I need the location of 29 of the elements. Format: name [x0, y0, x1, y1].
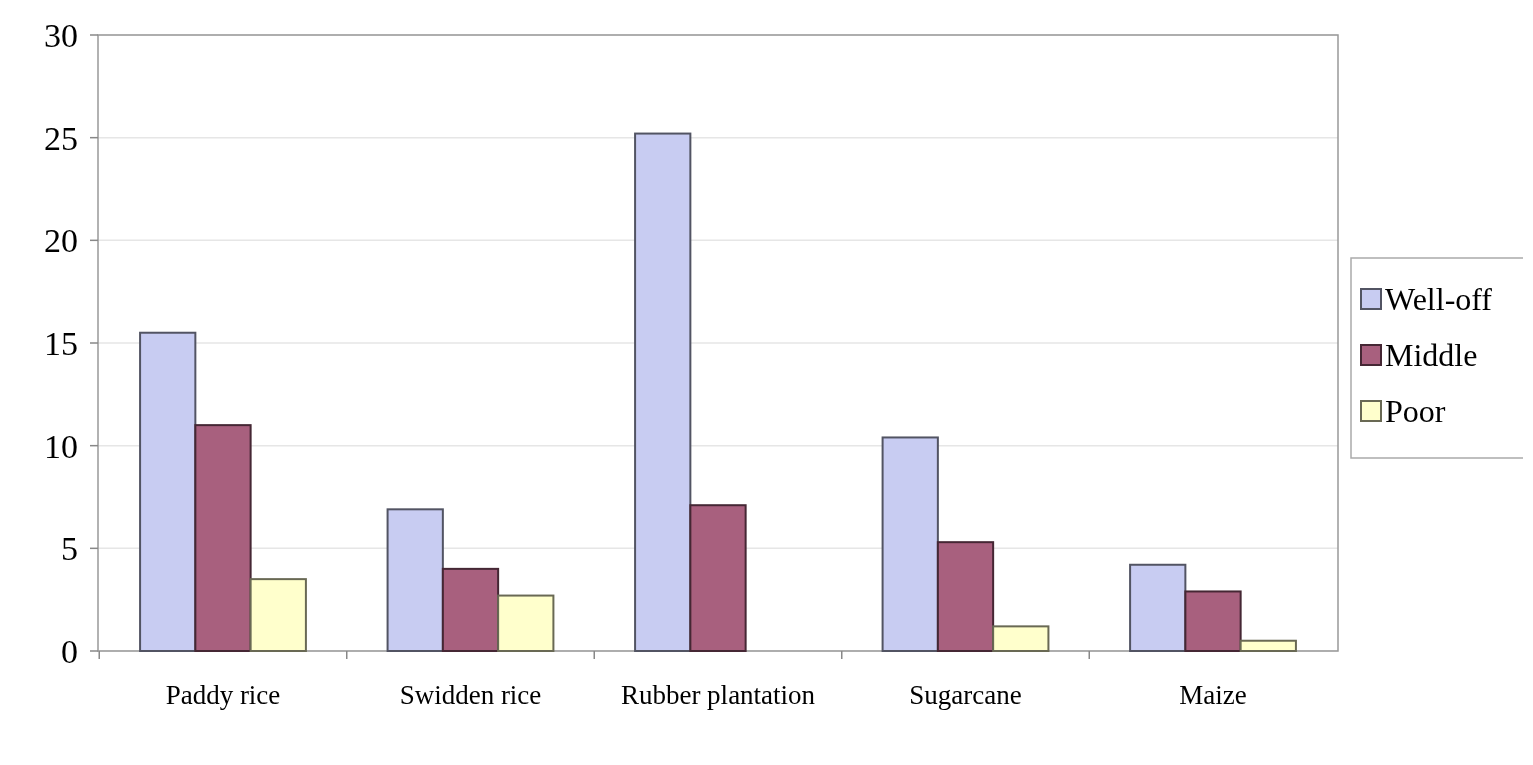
x-tick-label: Sugarcane — [909, 680, 1022, 710]
bar — [1129, 563, 1187, 652]
bar — [689, 504, 747, 652]
bar — [1184, 590, 1242, 652]
bar — [992, 625, 1050, 652]
y-tick-label: 20 — [44, 222, 78, 260]
bar — [139, 331, 197, 652]
y-tick-label: 5 — [61, 530, 78, 568]
bar — [881, 436, 939, 652]
x-tick-label: Rubber plantation — [620, 680, 816, 710]
y-tick-label: 15 — [44, 324, 78, 362]
bar — [497, 594, 555, 652]
y-tick-label: 10 — [44, 427, 78, 465]
legend-label: Middle — [1385, 337, 1478, 374]
x-tick-label: Swidden rice — [399, 680, 542, 710]
legend-label: Poor — [1385, 393, 1446, 430]
y-tick-label: 30 — [44, 16, 78, 54]
bar — [194, 424, 252, 652]
legend-label: Well-off — [1385, 281, 1493, 318]
x-tick-label: Paddy rice — [165, 680, 281, 710]
bar — [441, 567, 500, 652]
bar — [634, 132, 692, 652]
bar — [936, 541, 995, 652]
bar — [249, 578, 307, 652]
y-tick-label: 25 — [44, 119, 78, 157]
bar — [386, 508, 444, 652]
x-tick-label: Maize — [1179, 680, 1247, 710]
y-tick-label: 0 — [61, 632, 78, 670]
bar — [1239, 639, 1297, 652]
